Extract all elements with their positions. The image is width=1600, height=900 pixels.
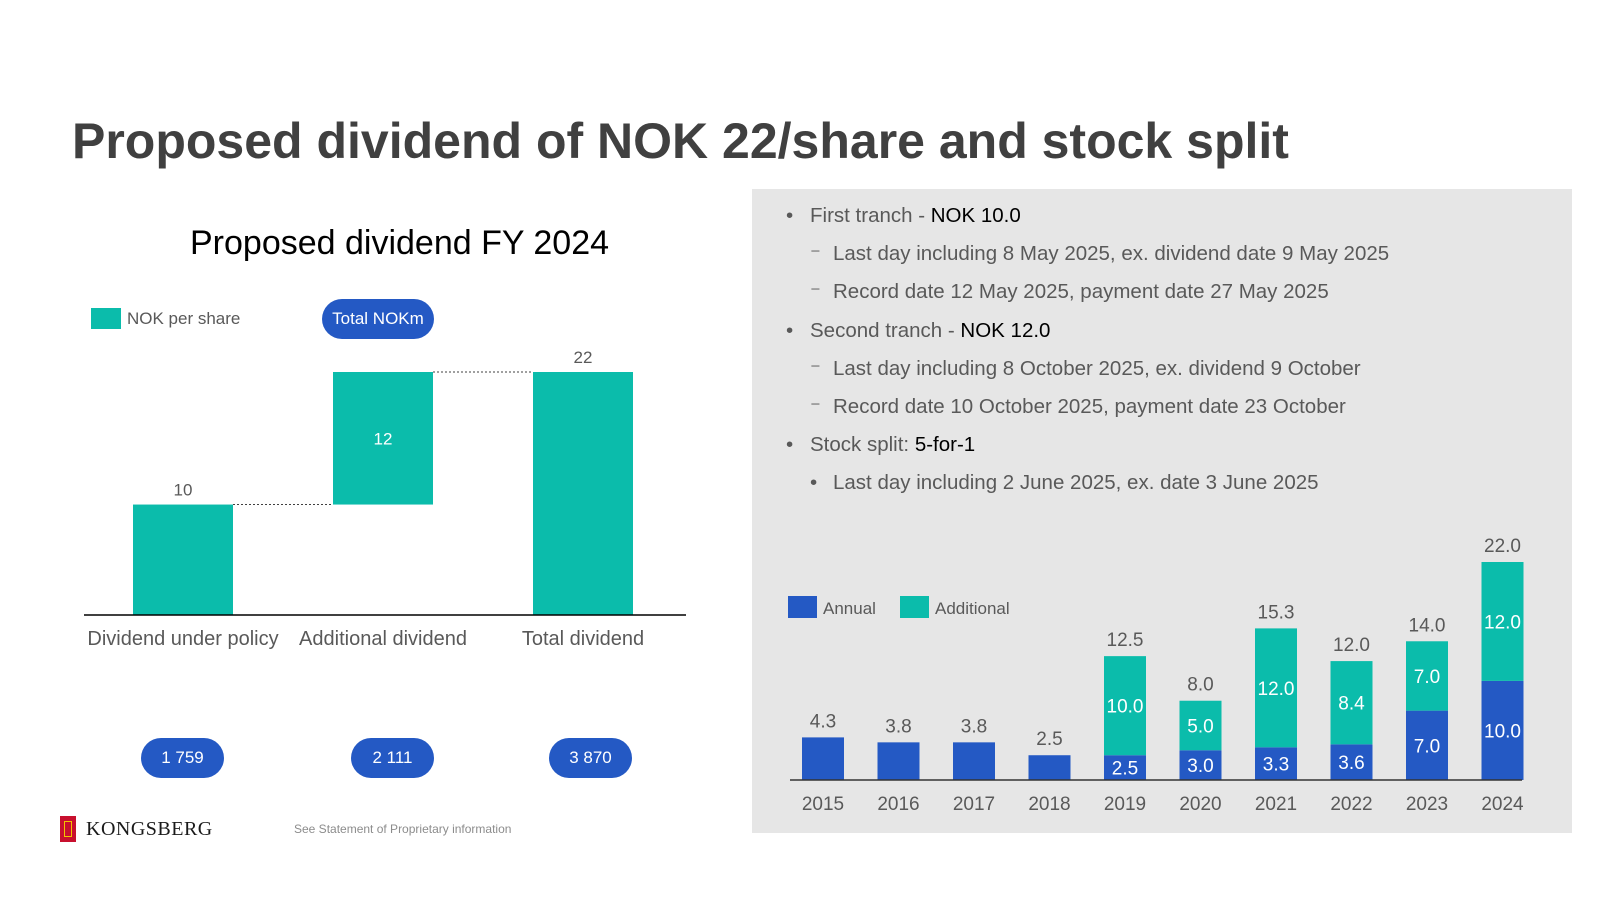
x-tick-label: 2019 xyxy=(1104,794,1146,815)
bar-annual xyxy=(877,742,920,780)
bar-annual xyxy=(1330,744,1373,780)
bar-annual xyxy=(1481,680,1524,780)
bar-annual-label: 7.0 xyxy=(1414,736,1440,757)
x-tick-label: 2016 xyxy=(877,794,919,815)
bar-additional xyxy=(1406,641,1448,711)
waterfall-bar xyxy=(333,372,433,505)
x-tick-label: 2020 xyxy=(1179,794,1221,815)
bar-additional-label: 12.0 xyxy=(1484,612,1521,633)
bar-annual-label: 3.6 xyxy=(1338,753,1364,774)
bar-total-label: 12.0 xyxy=(1333,635,1370,656)
bullet-second-tranch-record-date: ⁻ Record date 10 October 2025, payment d… xyxy=(810,395,1346,419)
x-tick-label: 2022 xyxy=(1330,794,1372,815)
total-nokm-value-policy: 1 759 xyxy=(141,738,224,778)
legend-swatch-additional xyxy=(900,596,929,618)
bar-total-label: 8.0 xyxy=(1187,675,1213,696)
waterfall-legend-item: NOK per share xyxy=(91,308,240,329)
x-tick-label: 2018 xyxy=(1028,794,1070,815)
bullet-second-tranch: • Second tranch - NOK 12.0 xyxy=(786,319,1051,342)
x-tick-label: 2021 xyxy=(1255,794,1297,815)
total-nokm-value-additional: 2 111 xyxy=(351,738,434,778)
waterfall-chart-title: Proposed dividend FY 2024 xyxy=(190,224,610,262)
kongsberg-crest-icon xyxy=(60,816,76,842)
bar-additional xyxy=(1481,562,1524,681)
bar-annual xyxy=(1179,750,1222,780)
waterfall-category-label: Total dividend xyxy=(522,628,644,650)
proprietary-notice: See Statement of Proprietary information xyxy=(294,822,512,836)
total-nokm-badge: Total NOKm xyxy=(322,299,434,339)
bar-additional-label: 10.0 xyxy=(1107,697,1144,718)
bar-annual-label: 10.0 xyxy=(1484,721,1521,742)
bar-additional-label: 7.0 xyxy=(1414,667,1440,688)
bar-annual xyxy=(1406,710,1448,780)
bar-annual xyxy=(1028,755,1071,780)
bar-additional xyxy=(1179,700,1222,751)
waterfall-bar xyxy=(133,504,233,615)
legend-swatch-annual xyxy=(788,596,817,618)
bar-annual-label: 2.5 xyxy=(1112,759,1138,780)
bar-annual-label: 3.3 xyxy=(1263,755,1289,776)
legend-swatch-teal xyxy=(91,308,121,329)
waterfall-data-label: 12 xyxy=(374,429,393,448)
bullet-first-tranch-last-day: ⁻ Last day including 8 May 2025, ex. div… xyxy=(810,242,1390,266)
legend-label-annual: Annual xyxy=(823,599,876,618)
bar-annual-label: 3.0 xyxy=(1187,756,1213,777)
bar-total-label: 14.0 xyxy=(1409,615,1446,636)
waterfall-chart: 10 12 22 Dividend under policy Additional di… xyxy=(84,348,686,650)
bullet-first-tranch: • First tranch - NOK 10.0 xyxy=(786,204,1021,227)
x-tick-label: 2023 xyxy=(1406,794,1448,815)
waterfall-legend-label: NOK per share xyxy=(127,308,241,328)
waterfall-category-label: Additional dividend xyxy=(299,628,467,650)
bar-annual xyxy=(1255,747,1297,780)
dividend-history-chart: Annual Additional 4.3 2015 3.8 2016 3.8 2017 2.5… xyxy=(788,536,1524,815)
bar-additional-label: 12.0 xyxy=(1258,679,1295,700)
bar-annual xyxy=(802,737,844,780)
bar-total-label: 2.5 xyxy=(1036,729,1062,750)
bar-additional xyxy=(1255,628,1297,748)
x-tick-label: 2015 xyxy=(802,794,844,815)
page-title: Proposed dividend of NOK 22/share and st… xyxy=(72,113,1289,169)
legend-label-additional: Additional xyxy=(935,599,1010,618)
bar-additional xyxy=(1330,661,1373,745)
bar-total-label: 15.3 xyxy=(1258,602,1295,623)
bullet-second-tranch-last-day: ⁻ Last day including 8 October 2025, ex.… xyxy=(810,357,1361,381)
bar-annual xyxy=(1104,755,1146,780)
total-nokm-value-total: 3 870 xyxy=(549,738,632,778)
bar-total-label: 3.8 xyxy=(885,716,911,737)
bullet-first-tranch-record-date: ⁻ Record date 12 May 2025, payment date … xyxy=(810,280,1329,304)
bar-total-label: 12.5 xyxy=(1107,630,1144,651)
x-tick-label: 2024 xyxy=(1481,794,1524,815)
bar-total-label: 3.8 xyxy=(961,716,987,737)
bar-additional-label: 8.4 xyxy=(1338,694,1365,715)
bullet-stock-split: • Stock split: 5-for-1 xyxy=(786,433,976,456)
bar-additional-label: 5.0 xyxy=(1187,717,1213,738)
waterfall-data-label: 10 xyxy=(174,481,193,500)
bar-total-label: 4.3 xyxy=(810,711,836,732)
bullet-stock-split-last-day: • Last day including 2 June 2025, ex. da… xyxy=(810,471,1319,494)
kongsberg-logo: KONGSBERG xyxy=(60,816,213,842)
bar-annual xyxy=(953,742,995,780)
bar-total-label: 22.0 xyxy=(1484,536,1521,557)
waterfall-bar xyxy=(533,372,633,615)
waterfall-data-label: 22 xyxy=(574,348,593,367)
waterfall-category-label: Dividend under policy xyxy=(87,628,278,650)
x-tick-label: 2017 xyxy=(953,794,995,815)
bar-additional xyxy=(1104,656,1146,756)
